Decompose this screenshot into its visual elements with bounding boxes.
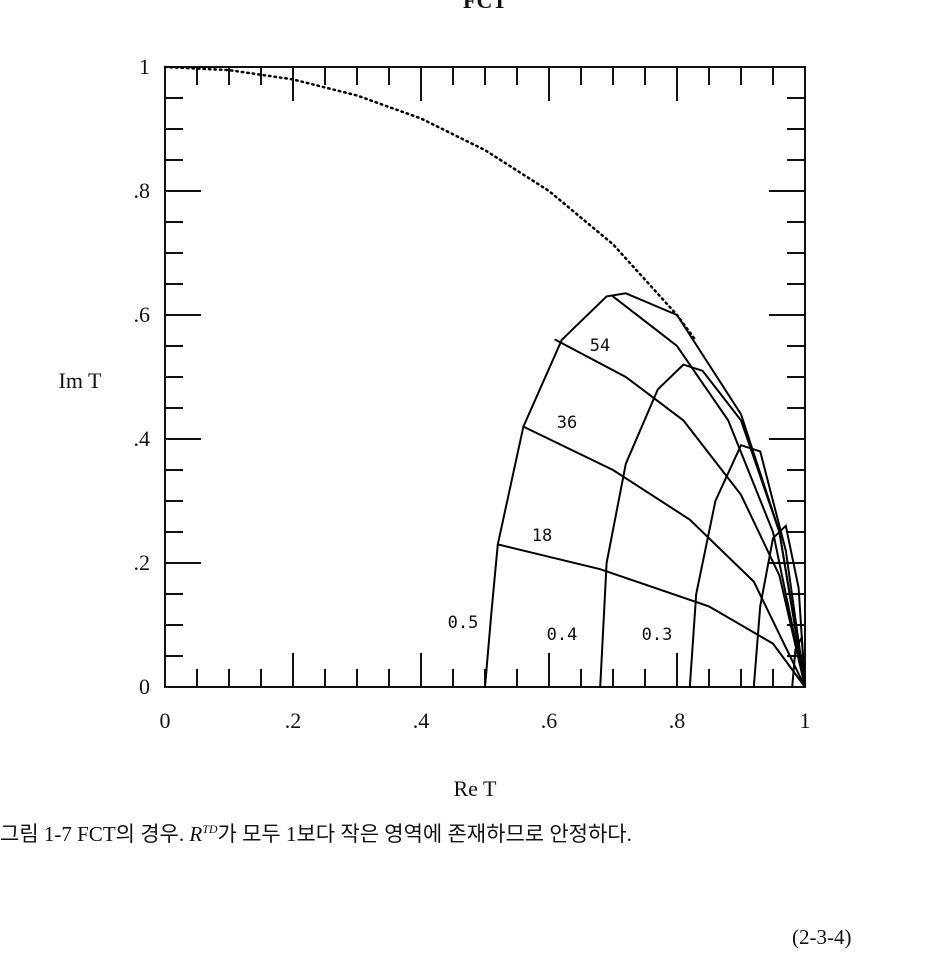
y-tick-label: .4 — [134, 426, 151, 451]
x-axis-label: Re T — [454, 776, 498, 801]
x-tick-label: .6 — [541, 708, 558, 733]
curve — [163, 65, 698, 343]
caption-superscript: TD — [202, 822, 218, 836]
curve — [688, 443, 806, 688]
curve — [599, 363, 806, 688]
curve-label: 54 — [590, 336, 610, 356]
y-tick-label: 0 — [139, 674, 150, 699]
x-tick-label: 1 — [800, 708, 811, 733]
y-tick-label: .8 — [134, 178, 151, 203]
curve-label: 0.3 — [642, 625, 673, 645]
curve-label: 0.5 — [448, 613, 479, 633]
y-tick-label: 1 — [139, 54, 150, 79]
curve — [752, 523, 806, 688]
caption: 그림 1-7 FCT의 경우. RTD가 모두 1보다 작은 영역에 존재하므로… — [0, 818, 931, 848]
y-tick-label: .2 — [134, 550, 151, 575]
y-axis-label: Im T — [59, 368, 103, 393]
x-tick-label: .2 — [285, 708, 302, 733]
curve-label: 36 — [557, 413, 577, 433]
curve — [612, 295, 806, 688]
x-tick-label: 0 — [160, 708, 171, 733]
caption-text: 그림 1-7 FCT의 경우. — [0, 822, 190, 846]
plot-frame — [164, 66, 806, 688]
chart: FCT Im T Re T 0 .2 .4 .6 .8 1 0 .2 .4 .6 .8 1 0.5 0.4… — [59, 0, 811, 801]
caption-symbol: R — [189, 822, 203, 846]
curve-label: 0.4 — [547, 625, 578, 645]
curve — [522, 425, 806, 688]
x-tick-label: .4 — [413, 708, 430, 733]
x-tick-label: .8 — [669, 708, 686, 733]
page-number: (2-3-4) — [792, 925, 852, 949]
y-tick-label: .6 — [134, 302, 151, 327]
chart-title: FCT — [463, 0, 507, 13]
caption-text: 가 모두 1보다 작은 영역에 존재하므로 안정하다. — [217, 822, 632, 846]
curve-label: 18 — [532, 526, 552, 546]
curve — [496, 543, 806, 688]
curve — [554, 338, 806, 688]
curve — [791, 633, 806, 688]
curve — [484, 292, 806, 688]
